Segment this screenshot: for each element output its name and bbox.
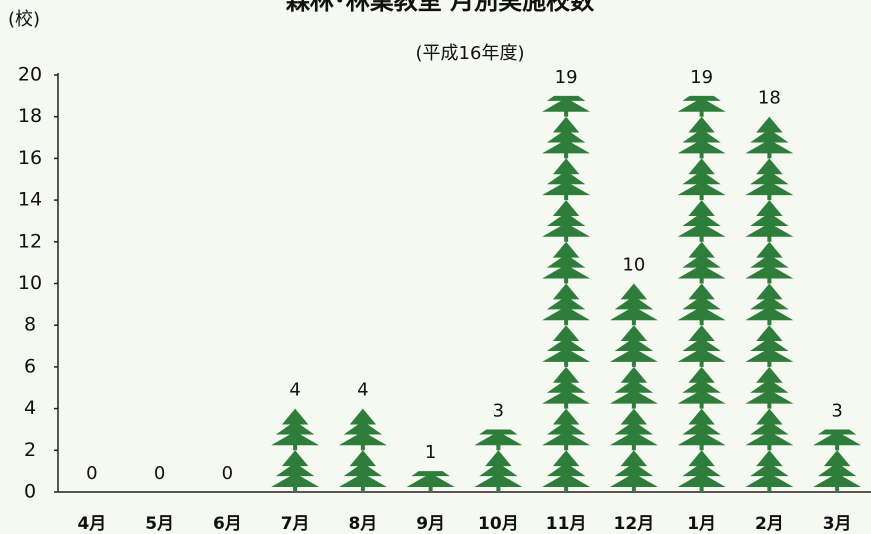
x-tick-label: 11月 [546,514,587,534]
x-tick-label: 6月 [213,514,242,534]
tree-bar [609,283,658,492]
y-tick-label: 20 [18,64,42,86]
data-label: 3 [493,400,504,421]
data-label: 10 [622,255,645,276]
data-label: 19 [555,67,578,88]
tree-bar [813,429,862,492]
tree-bar [745,116,794,492]
x-tick-label: 12月 [614,514,655,534]
y-tick-label: 0 [24,481,36,503]
tree-bar [271,408,320,492]
tree-bar [542,95,591,492]
y-tick-label: 4 [24,397,36,419]
y-tick-label: 18 [18,105,42,127]
x-tick-label: 10月 [478,514,519,534]
data-label: 0 [154,463,165,484]
x-tick-label: 7月 [281,514,310,534]
y-tick-label: 16 [18,147,42,169]
tree-bar [474,429,523,492]
x-tick-label: 2月 [755,514,784,534]
y-tick-label: 10 [18,272,42,294]
x-tick-label: 1月 [687,514,716,534]
data-label: 1 [425,442,436,463]
data-label: 18 [758,88,781,109]
y-tick-label: 8 [24,314,36,336]
y-tick-label: 14 [18,189,42,211]
tree-bar [406,471,455,492]
data-label: 4 [357,380,368,401]
data-label: 19 [690,67,713,88]
chart-subtitle: (平成16年度) [416,43,525,64]
data-label: 0 [222,463,233,484]
tree-bar [677,95,726,492]
x-tick-label: 5月 [145,514,174,534]
data-label: 4 [289,380,300,401]
y-tick-label: 12 [18,230,42,252]
data-label: 0 [86,463,97,484]
x-tick-label: 4月 [77,514,106,534]
x-tick-label: 3月 [823,514,852,534]
x-tick-label: 9月 [416,514,445,534]
chart-title: 森林･林業教室 月別実施校数 [286,0,595,15]
x-tick-label: 8月 [348,514,377,534]
y-tick-label: 2 [24,439,36,461]
y-axis-label: (校) [8,9,40,30]
tree-bar [338,408,387,492]
data-label: 3 [831,400,842,421]
y-tick-label: 6 [24,355,36,377]
